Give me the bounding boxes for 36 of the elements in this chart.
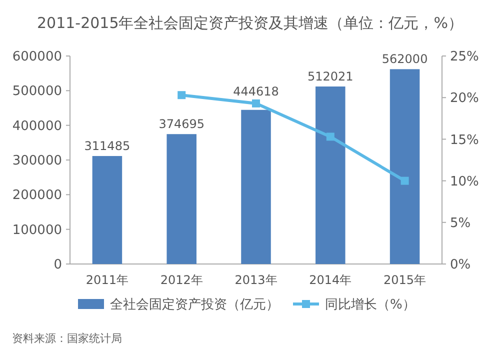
x-tick-label: 2015年 xyxy=(384,273,426,287)
text: 资料来源：国家统计局 xyxy=(12,332,122,345)
data-label: 311485 xyxy=(84,139,130,154)
y-tick-label: 500000 xyxy=(12,84,62,100)
data-label: 512021 xyxy=(307,70,354,84)
x-tick-label: 2013年 xyxy=(234,273,278,287)
y2-tick-label: 10% xyxy=(450,174,479,190)
y-tick-label: 600000 xyxy=(12,50,62,65)
chart-title: 2011-2015年全社会固定资产投资及其增速（单位：亿元，%） xyxy=(36,14,464,32)
point xyxy=(252,99,260,108)
y-tick-label: 100000 xyxy=(12,222,62,238)
data-label: 374695 xyxy=(158,117,205,132)
y-tick-label: 200000 xyxy=(12,188,62,204)
x-tick-label: 2014年 xyxy=(309,273,352,287)
y2-tick-label: 5% xyxy=(450,216,471,231)
x-tick-label: 2011年 xyxy=(86,273,128,287)
bar xyxy=(241,110,271,264)
legend-label: 同比增长（%） xyxy=(325,298,416,313)
point xyxy=(326,132,334,141)
x-tick-label: 2012年 xyxy=(160,273,203,287)
bar xyxy=(316,86,346,264)
y-tick-label: 0 xyxy=(54,258,62,273)
y2-tick-label: 20% xyxy=(450,91,479,106)
bar xyxy=(390,69,420,264)
y2-tick-label: 15% xyxy=(450,132,479,148)
point xyxy=(400,176,409,185)
y2-tick-label: 0% xyxy=(450,258,471,273)
data-label: 444618 xyxy=(233,84,279,98)
y-tick-label: 400000 xyxy=(12,118,62,134)
y-tick-label: 300000 xyxy=(12,154,62,169)
legend-label: 全社会固定资产投资（亿元） xyxy=(110,298,279,313)
data-label: 562000 xyxy=(382,52,428,66)
point xyxy=(178,91,186,100)
bar xyxy=(92,156,122,264)
bar xyxy=(166,134,196,264)
y2-tick-label: 25% xyxy=(450,50,479,65)
